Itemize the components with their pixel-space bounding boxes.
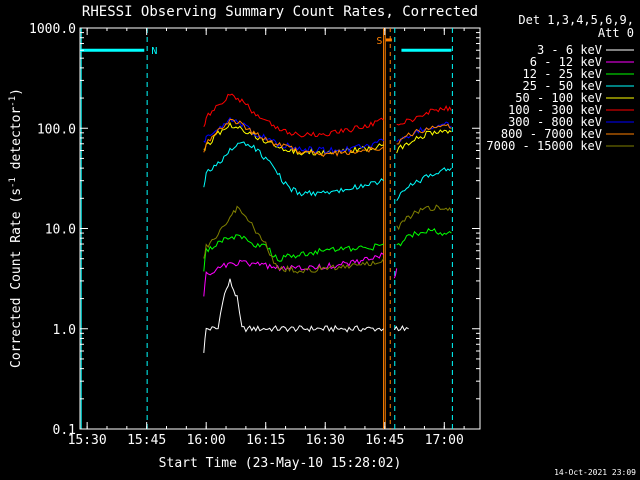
series-line-1 (203, 252, 384, 297)
x-tick-label: 15:45 (127, 433, 166, 448)
series-line-4 (396, 129, 452, 154)
series-line-1 (393, 268, 398, 279)
y-tick-label: 100.0 (37, 122, 76, 137)
series-line-8 (203, 205, 385, 274)
legend-entry-label: 800 - 7000 keV (501, 127, 602, 141)
footer-date: 14-Oct-2021 23:09 (554, 468, 636, 477)
y-axis-label-sup1: -1 (8, 177, 18, 188)
series-line-5 (396, 104, 452, 126)
y-axis-label-end: ) (9, 88, 24, 96)
x-tick-label: 16:00 (187, 433, 226, 448)
saa-label: S (376, 36, 382, 47)
series-line-2 (396, 227, 452, 247)
legend-entry-label: 12 - 25 keV (523, 67, 602, 81)
y-axis-label-main: Corrected Count Rate (s (9, 188, 24, 368)
legend-entry-label: 3 - 6 keV (537, 43, 602, 57)
legend-entry-label: 300 - 800 keV (508, 115, 602, 129)
x-tick-label: 16:45 (365, 433, 404, 448)
x-tick-label: 16:15 (246, 433, 285, 448)
x-axis: 15:30 15:45 16:00 16:15 16:30 16:45 17:00 (68, 28, 465, 448)
series-line-8 (396, 204, 452, 231)
series-line-0 (393, 325, 409, 332)
legend-entry-label: 7000 - 15000 keV (486, 139, 602, 153)
plot-area: NS 15:30 15:45 16:00 16:15 16:30 16:45 17:00 0… (29, 22, 481, 448)
series-line-7 (396, 123, 452, 145)
series-line-6 (396, 121, 452, 143)
series-line-6 (203, 116, 384, 154)
legend-entry-label: 6 - 12 keV (530, 55, 602, 69)
legend-entry-label: 25 - 50 keV (523, 79, 602, 93)
y-tick-label: 0.1 (53, 423, 76, 438)
y-axis-label-mid: detector (9, 107, 24, 178)
y-axis-label-sup2: -1 (8, 96, 18, 107)
orbit-markers: NS (80, 28, 453, 429)
y-tick-label: 1.0 (53, 323, 76, 338)
legend-entry-label: 100 - 300 keV (508, 103, 602, 117)
chart-title: RHESSI Observing Summary Count Rates, Co… (82, 4, 478, 20)
series-line-3 (203, 141, 384, 197)
legend-header-line1: Det 1,3,4,5,6,9, (518, 13, 634, 27)
series-lines (203, 93, 452, 353)
x-axis-label: Start Time (23-May-10 15:28:02) (159, 456, 402, 471)
legend-header-line2: Att 0 (598, 26, 634, 40)
y-tick-label: 10.0 (45, 223, 76, 238)
y-axis: 0.1 1.0 10.0 100.0 1000.0 (29, 22, 480, 438)
night-label: N (151, 46, 157, 57)
series-line-5 (203, 93, 384, 138)
series-line-0 (203, 278, 384, 353)
y-tick-label: 1000.0 (29, 22, 76, 37)
plot-frame (79, 27, 481, 430)
x-tick-label: 15:30 (68, 433, 107, 448)
series-line-7 (203, 118, 384, 158)
x-tick-label: 16:30 (306, 433, 345, 448)
series-line-3 (396, 167, 452, 202)
y-axis-label: Corrected Count Rate (s-1 detector-1) (8, 88, 24, 368)
legend-entry-label: 50 - 100 keV (515, 91, 602, 105)
x-tick-label: 17:00 (425, 433, 464, 448)
series-line-2 (203, 234, 384, 272)
